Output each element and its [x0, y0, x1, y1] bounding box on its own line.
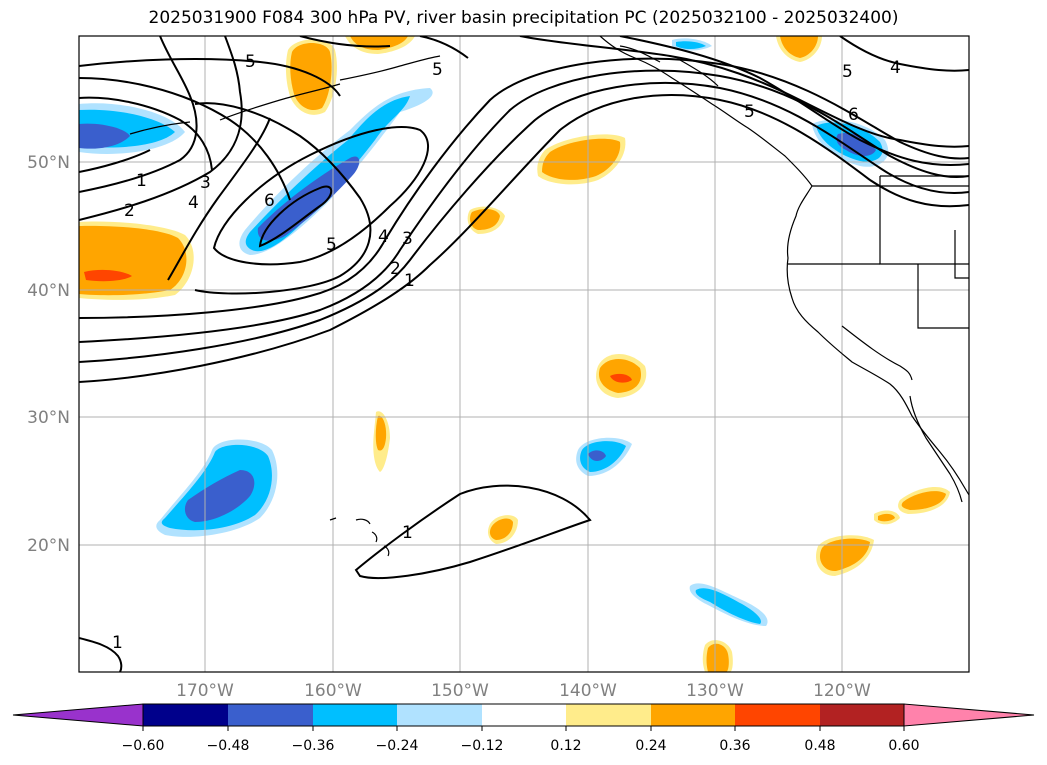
colorbar: −0.60 −0.48 −0.36 −0.24 −0.12 0.12 0.24 … — [12, 703, 1035, 754]
colorbar-segment — [566, 704, 651, 726]
contour-label: 5 — [432, 60, 443, 80]
contour-label: 4 — [188, 193, 199, 213]
lon-label-140w: 140°W — [559, 681, 617, 701]
graticule — [79, 36, 969, 672]
lat-label-50n: 50°N — [27, 153, 70, 173]
lat-label-20n: 20°N — [27, 536, 70, 556]
pv-contour-4 — [79, 57, 969, 319]
lon-label-170w: 170°W — [176, 681, 234, 701]
contour-label: 1 — [112, 633, 123, 653]
contour-label: 1 — [404, 271, 415, 291]
colorbar-segment — [313, 704, 397, 726]
colorbar-segment — [228, 704, 313, 726]
colorbar-tick-label: −0.12 — [461, 738, 504, 754]
precip-pc-shading — [79, 36, 950, 672]
colorbar-segment — [651, 704, 735, 726]
map-frame — [78, 35, 970, 673]
contour-label: 5 — [744, 102, 755, 122]
contour-label: 2 — [124, 201, 135, 221]
lat-label-30n: 30°N — [27, 408, 70, 428]
contour-label: 4 — [378, 227, 389, 247]
colorbar-segment — [735, 704, 820, 726]
colorbar-tick-label: −0.60 — [122, 738, 165, 754]
latitude-labels: 50°N 40°N 30°N 20°N — [27, 153, 70, 556]
contour-label: 4 — [890, 58, 901, 78]
pv-contour-2 — [79, 82, 969, 363]
colorbar-tick-label: 0.12 — [550, 738, 581, 754]
lon-label-150w: 150°W — [431, 681, 489, 701]
colorbar-tick-label: 0.24 — [635, 738, 666, 754]
colorbar-segment — [397, 704, 482, 726]
colorbar-segment — [820, 704, 904, 726]
colorbar-tick-label: −0.24 — [376, 738, 419, 754]
contour-labels: 5 5 5 5 4 6 1 2 3 4 6 5 4 3 2 1 1 1 — [112, 52, 901, 653]
coastline-map — [129, 36, 969, 557]
colorbar-tick-label: 0.60 — [888, 738, 919, 754]
colorbar-tick-label: −0.48 — [207, 738, 250, 754]
colorbar-segment — [903, 703, 1035, 727]
colorbar-tick-label: −0.36 — [292, 738, 335, 754]
contour-label: 6 — [848, 105, 859, 125]
colorbar-segment — [143, 704, 228, 726]
colorbar-tick-label: 0.36 — [719, 738, 750, 754]
lat-label-40n: 40°N — [27, 281, 70, 301]
longitude-labels: 170°W 160°W 150°W 140°W 130°W 120°W — [176, 681, 871, 701]
figure-title: 2025031900 F084 300 hPa PV, river basin … — [148, 8, 899, 28]
contour-label: 5 — [326, 235, 337, 255]
contour-label: 5 — [245, 52, 256, 72]
contour-label: 3 — [402, 229, 413, 249]
lon-label-120w: 120°W — [813, 681, 871, 701]
pv-contour-1 — [79, 94, 969, 383]
contour-label: 2 — [390, 259, 401, 279]
colorbar-tick-label: 0.48 — [804, 738, 835, 754]
contour-label: 5 — [842, 62, 853, 82]
colorbar-segment — [482, 704, 566, 726]
pv-contour-5 — [79, 77, 372, 295]
contour-label: 1 — [136, 171, 147, 191]
pv-contour-3 — [79, 69, 969, 343]
colorbar-segment — [12, 703, 144, 727]
map-area: 5 5 5 5 4 6 1 2 3 4 6 5 4 3 2 1 1 1 — [79, 36, 969, 672]
contour-label: 1 — [402, 523, 413, 543]
pv-contour-hawaii — [354, 484, 592, 579]
pv-contours — [79, 36, 969, 672]
contour-label: 6 — [264, 191, 275, 211]
lon-label-160w: 160°W — [304, 681, 362, 701]
lon-label-130w: 130°W — [686, 681, 744, 701]
contour-label: 3 — [200, 173, 211, 193]
